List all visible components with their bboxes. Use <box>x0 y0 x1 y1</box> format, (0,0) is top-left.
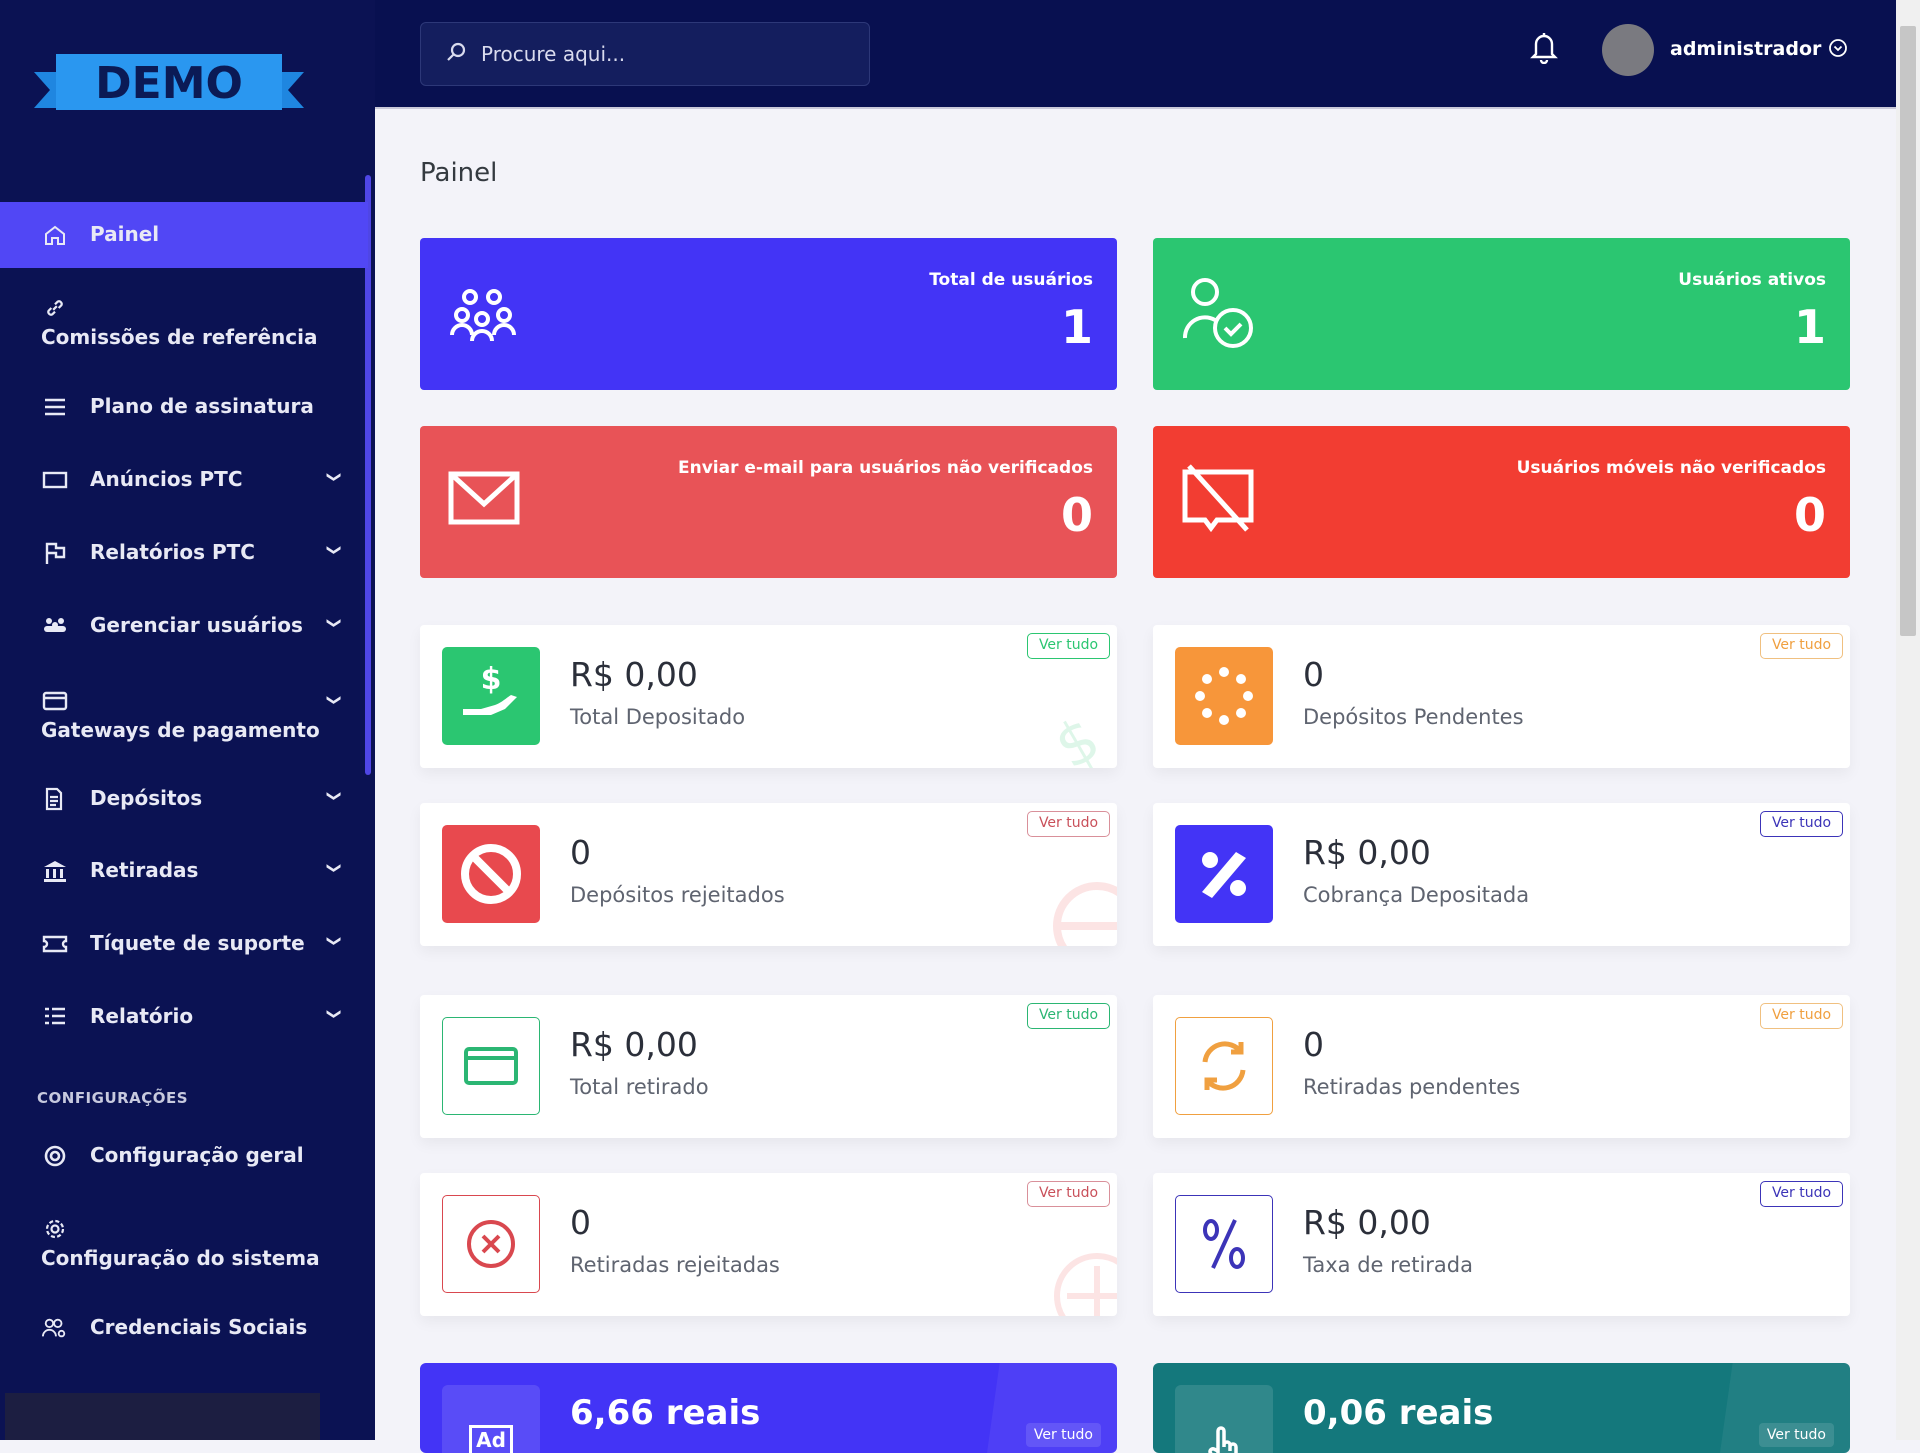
envelope-icon <box>448 471 520 531</box>
widget-taxa-retirada: R$ 0,00 Taxa de retirada Ver tudo <box>1153 1173 1850 1316</box>
link-icon <box>42 295 68 321</box>
view-all-button[interactable]: Ver tudo <box>1760 811 1843 837</box>
widget-retiradas-rejeitadas: 0 Retiradas rejeitadas Ver tudo <box>420 1173 1117 1316</box>
widget-total-depositado: $ R$ 0,00 Total Depositado Ver tudo $ <box>420 625 1117 768</box>
widget-depositos-rejeitados: 0 Depósitos rejeitados Ver tudo <box>420 803 1117 946</box>
widget-total-retirado: R$ 0,00 Total retirado Ver tudo <box>420 995 1117 1138</box>
view-all-button[interactable]: Ver tudo <box>1027 1003 1110 1029</box>
mobile-off-icon <box>1181 464 1255 538</box>
view-all-button[interactable]: Ver tudo <box>1027 1181 1110 1207</box>
percent-icon <box>1175 1195 1273 1293</box>
chevron-down-icon[interactable]: ❯ <box>325 694 342 706</box>
stat-email-nao-verificados[interactable]: Enviar e-mail para usuários não verifica… <box>420 426 1117 578</box>
section-heading: CONFIGURAÇÕES <box>37 1089 189 1107</box>
ad-icon <box>42 467 68 493</box>
chevron-down-circle-icon[interactable] <box>1828 38 1848 62</box>
widget-cobranca-depositada: R$ 0,00 Cobrança Depositada Ver tudo <box>1153 803 1850 946</box>
scrollbar-thumb[interactable] <box>1900 26 1916 636</box>
chevron-down-icon[interactable]: ❯ <box>325 544 342 556</box>
chevron-down-icon[interactable]: ❯ <box>325 617 342 629</box>
search-placeholder: Procure aqui... <box>481 42 626 66</box>
ban-icon <box>442 825 540 923</box>
search-input[interactable]: Procure aqui... <box>420 22 870 86</box>
menu-icon <box>42 394 68 420</box>
sidebar: DEMO Painel Comissões de referência Plan… <box>0 0 375 1440</box>
gear-icon <box>42 1216 68 1242</box>
widget-ptc-ads: Ad 6,66 reais Ver tudo <box>420 1363 1117 1453</box>
invoice-icon <box>42 786 68 812</box>
home-icon <box>42 222 68 248</box>
chevron-down-icon[interactable]: ❯ <box>325 1008 342 1020</box>
chevron-down-icon[interactable]: ❯ <box>325 790 342 802</box>
username[interactable]: administrador <box>1670 38 1822 60</box>
list-icon <box>42 1004 68 1030</box>
bank-icon <box>42 858 68 884</box>
chevron-down-icon[interactable]: ❯ <box>325 935 342 947</box>
users-group-icon <box>448 283 522 351</box>
top-header: Procure aqui... administrador <box>375 0 1896 109</box>
x-circle-icon <box>442 1195 540 1293</box>
ad-icon: Ad <box>442 1385 540 1453</box>
demo-logo[interactable]: DEMO <box>34 50 304 122</box>
stat-total-usuarios[interactable]: Total de usuários 1 <box>420 238 1117 390</box>
percent-icon <box>1175 825 1273 923</box>
minus-circle-watermark-icon <box>1053 882 1117 946</box>
view-all-button[interactable]: Ver tudo <box>1758 1423 1834 1447</box>
stat-moveis-nao-verificados[interactable]: Usuários móveis não verificados 0 <box>1153 426 1850 578</box>
users-gear-icon <box>42 1315 68 1341</box>
spinner-icon <box>1175 647 1273 745</box>
search-icon <box>445 41 467 68</box>
credit-card-icon <box>442 1017 540 1115</box>
hand-dollar-icon: $ <box>442 647 540 745</box>
chevron-down-icon[interactable]: ❯ <box>325 862 342 874</box>
view-all-button[interactable]: Ver tudo <box>1027 811 1110 837</box>
users-icon <box>42 613 68 639</box>
overlay-bar <box>5 1393 320 1440</box>
sidebar-item-painel[interactable]: Painel <box>0 202 368 268</box>
view-all-button[interactable]: Ver tudo <box>1760 1003 1843 1029</box>
widget-retiradas-pendentes: 0 Retiradas pendentes Ver tudo <box>1153 995 1850 1138</box>
plus-circle-watermark-icon <box>1054 1253 1117 1316</box>
flag-icon <box>42 540 68 566</box>
bell-icon[interactable] <box>1530 30 1558 68</box>
pointer-hand-icon <box>1175 1385 1273 1453</box>
page-scrollbar[interactable] <box>1896 0 1920 1440</box>
credit-card-icon <box>42 688 68 714</box>
avatar[interactable] <box>1602 24 1654 76</box>
ticket-icon <box>42 931 68 957</box>
stat-usuarios-ativos[interactable]: Usuários ativos 1 <box>1153 238 1850 390</box>
svg-text:$: $ <box>1047 704 1112 768</box>
widget-depositos-pendentes: 0 Depósitos Pendentes Ver tudo <box>1153 625 1850 768</box>
user-check-icon <box>1181 276 1261 356</box>
dollar-watermark-icon: $ <box>1047 704 1112 768</box>
page-title: Painel <box>420 158 498 188</box>
chevron-down-icon[interactable]: ❯ <box>325 471 342 483</box>
view-all-button[interactable]: Ver tudo <box>1760 1181 1843 1207</box>
view-all-button[interactable]: Ver tudo <box>1027 633 1110 659</box>
sidebar-scrollbar[interactable] <box>365 175 371 775</box>
lifebuoy-icon <box>42 1143 68 1169</box>
refresh-icon <box>1175 1017 1273 1115</box>
view-all-button[interactable]: Ver tudo <box>1025 1423 1101 1447</box>
svg-text:$: $ <box>481 662 502 697</box>
svg-text:DEMO: DEMO <box>95 58 243 109</box>
view-all-button[interactable]: Ver tudo <box>1760 633 1843 659</box>
